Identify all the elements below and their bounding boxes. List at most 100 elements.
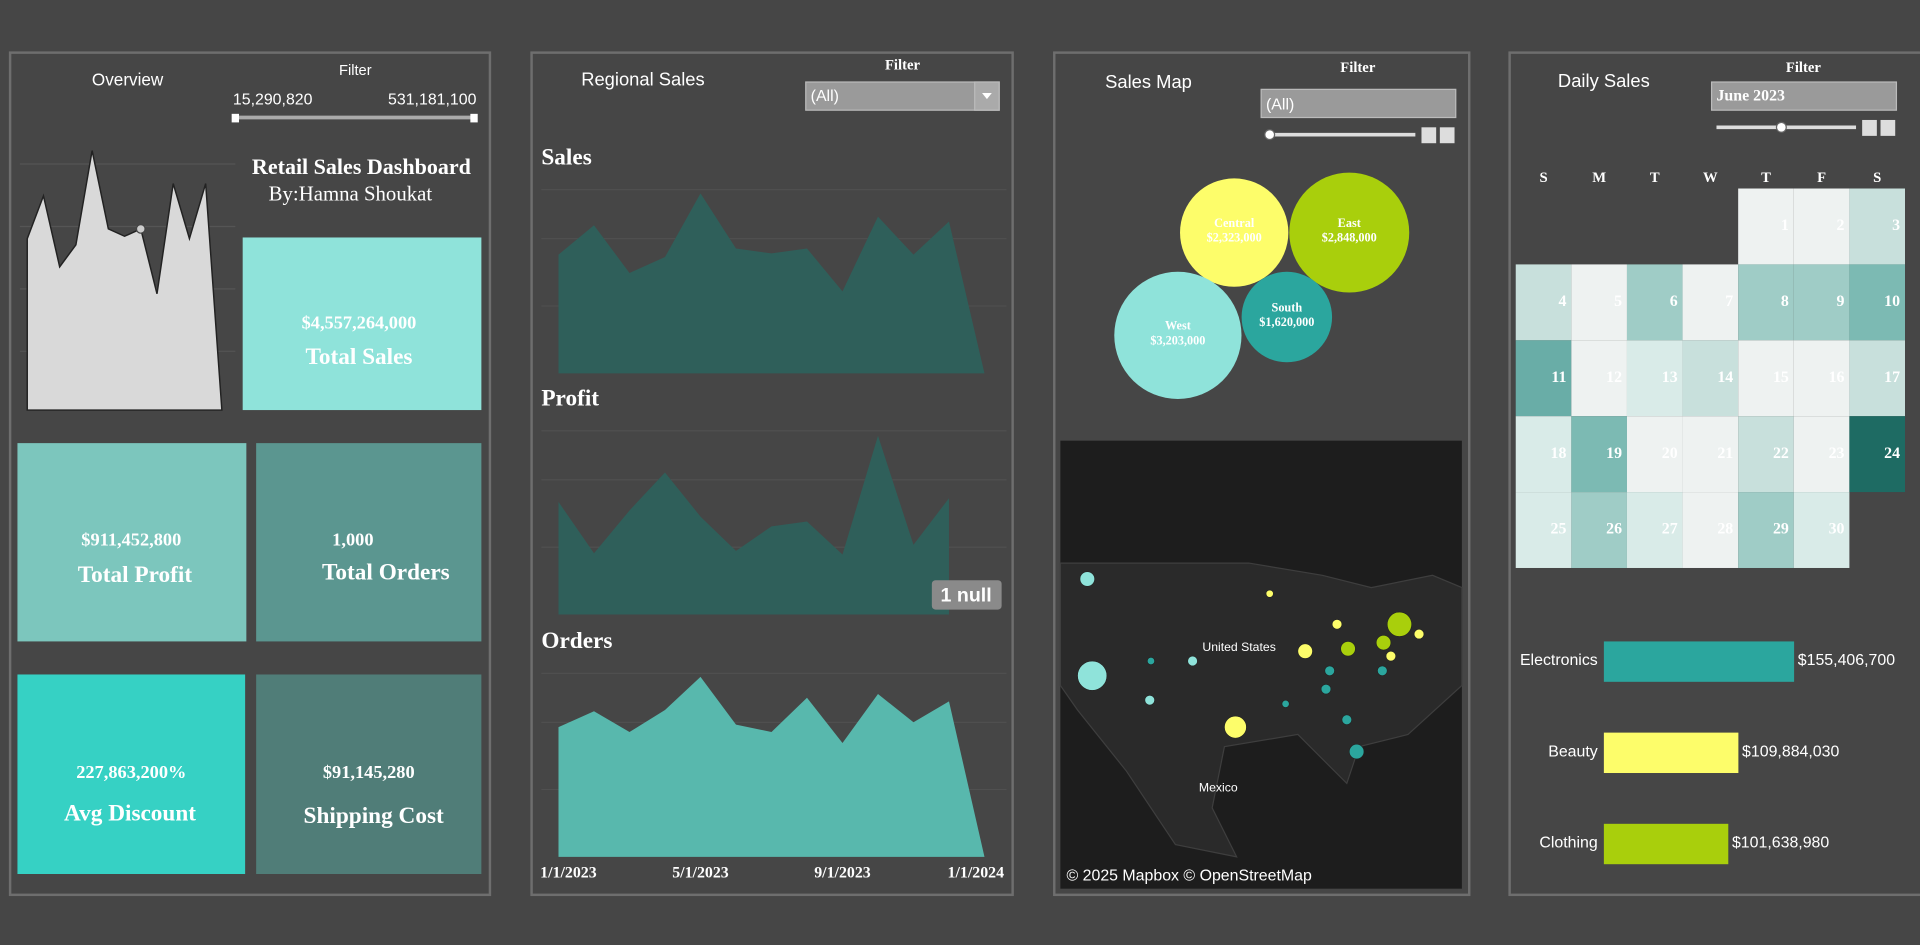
day-cell[interactable] xyxy=(1682,340,1739,417)
day-cell[interactable] xyxy=(1571,416,1627,493)
slider-handle[interactable] xyxy=(1775,121,1787,133)
map-point[interactable] xyxy=(1297,643,1313,659)
day-number: 21 xyxy=(1717,445,1733,462)
map-point[interactable] xyxy=(1077,660,1108,691)
map-point[interactable] xyxy=(1413,628,1425,640)
day-number: 6 xyxy=(1670,293,1678,310)
kpi-value: 1,000 xyxy=(332,529,373,549)
day-cell[interactable] xyxy=(1793,492,1850,568)
category-bar[interactable] xyxy=(1603,732,1739,774)
day-number: 13 xyxy=(1662,369,1678,386)
weekday-label: M xyxy=(1592,170,1606,186)
day-number: 23 xyxy=(1829,445,1845,462)
day-number: 1 xyxy=(1781,217,1789,234)
map-point[interactable] xyxy=(1375,634,1392,651)
day-cell[interactable] xyxy=(1738,416,1794,493)
day-cell[interactable] xyxy=(1626,264,1683,341)
map-point[interactable] xyxy=(1324,665,1335,677)
day-cell[interactable] xyxy=(1738,492,1794,568)
weekday-label: S xyxy=(1873,170,1881,186)
null-indicator[interactable] xyxy=(931,580,1002,610)
chart-title: Sales xyxy=(541,144,591,170)
kpi-tile xyxy=(17,443,247,642)
map-point[interactable] xyxy=(1265,589,1274,598)
filter-dropdown[interactable] xyxy=(805,81,1000,111)
region-bubble[interactable] xyxy=(1289,172,1410,293)
day-cell[interactable] xyxy=(1849,340,1905,417)
day-cell[interactable] xyxy=(1626,340,1683,417)
region-bubble[interactable] xyxy=(1180,178,1289,287)
day-cell[interactable] xyxy=(1793,416,1850,493)
day-cell[interactable] xyxy=(1515,416,1572,493)
day-number: 5 xyxy=(1614,293,1622,310)
day-cell[interactable] xyxy=(1515,340,1572,417)
map-point[interactable] xyxy=(1377,665,1388,677)
category-label: Beauty xyxy=(1548,743,1598,760)
map-point[interactable] xyxy=(1341,714,1353,725)
map-point[interactable] xyxy=(1144,694,1155,706)
kpi-label: Avg Discount xyxy=(64,801,196,827)
map-point[interactable] xyxy=(1224,715,1247,739)
day-cell[interactable] xyxy=(1738,188,1794,265)
map-point[interactable] xyxy=(1348,743,1365,760)
panel-title: Regional Sales xyxy=(581,69,705,90)
day-cell[interactable] xyxy=(1793,188,1850,265)
map-point[interactable] xyxy=(1187,655,1198,667)
region-bubble[interactable] xyxy=(1114,271,1242,400)
day-cell[interactable] xyxy=(1793,340,1850,417)
day-cell[interactable] xyxy=(1682,416,1739,493)
map-point[interactable] xyxy=(1385,650,1397,662)
regional-panel xyxy=(530,51,1014,897)
day-cell[interactable] xyxy=(1738,340,1794,417)
next-button[interactable] xyxy=(1880,119,1896,136)
day-cell[interactable] xyxy=(1515,492,1572,568)
category-label: Electronics xyxy=(1520,652,1598,669)
map-point[interactable] xyxy=(1146,657,1155,665)
map-point[interactable] xyxy=(1079,571,1095,587)
prev-button[interactable] xyxy=(1862,119,1877,136)
day-cell[interactable] xyxy=(1626,492,1683,568)
day-cell[interactable] xyxy=(1849,188,1905,265)
map-point[interactable] xyxy=(1331,619,1343,630)
day-number: 14 xyxy=(1717,369,1733,386)
map-point[interactable] xyxy=(1281,699,1290,708)
day-cell[interactable] xyxy=(1849,416,1905,493)
next-button[interactable] xyxy=(1439,127,1455,144)
day-number: 20 xyxy=(1662,445,1678,462)
day-cell[interactable] xyxy=(1571,492,1627,568)
day-cell[interactable] xyxy=(1515,264,1572,341)
region-bubble[interactable] xyxy=(1241,271,1333,363)
map-point[interactable] xyxy=(1386,611,1412,637)
x-tick-label: 1/1/2024 xyxy=(948,865,1005,882)
day-number: 10 xyxy=(1884,293,1900,310)
filter-min: 15,290,820 xyxy=(233,92,313,109)
slider-handle[interactable] xyxy=(231,113,240,123)
category-bar[interactable] xyxy=(1603,641,1795,682)
day-cell[interactable] xyxy=(1682,492,1739,568)
dropdown-arrow xyxy=(982,93,992,100)
prev-button[interactable] xyxy=(1421,127,1437,144)
day-cell[interactable] xyxy=(1793,264,1850,341)
day-cell[interactable] xyxy=(1682,264,1739,341)
map-point[interactable] xyxy=(1340,641,1356,657)
author: By:Hamna Shoukat xyxy=(269,183,433,206)
day-cell[interactable] xyxy=(1571,264,1627,341)
day-cell[interactable] xyxy=(1626,416,1683,493)
category-value: $101,638,980 xyxy=(1732,835,1829,852)
map-point[interactable] xyxy=(1320,683,1332,695)
month-filter[interactable] xyxy=(1710,81,1898,111)
category-bar[interactable] xyxy=(1603,823,1729,865)
weekday-label: F xyxy=(1817,170,1826,186)
slider-handle[interactable] xyxy=(1264,129,1276,141)
day-cell[interactable] xyxy=(1571,340,1627,417)
day-number: 11 xyxy=(1551,369,1566,386)
slider-handle[interactable] xyxy=(470,113,478,123)
x-tick-label: 5/1/2023 xyxy=(672,865,729,882)
filter-input[interactable] xyxy=(1260,88,1457,119)
day-number: 8 xyxy=(1781,293,1789,310)
day-cell[interactable] xyxy=(1849,264,1905,341)
kpi-value: $4,557,264,000 xyxy=(302,313,417,333)
day-number: 28 xyxy=(1717,521,1733,538)
day-cell[interactable] xyxy=(1738,264,1794,341)
